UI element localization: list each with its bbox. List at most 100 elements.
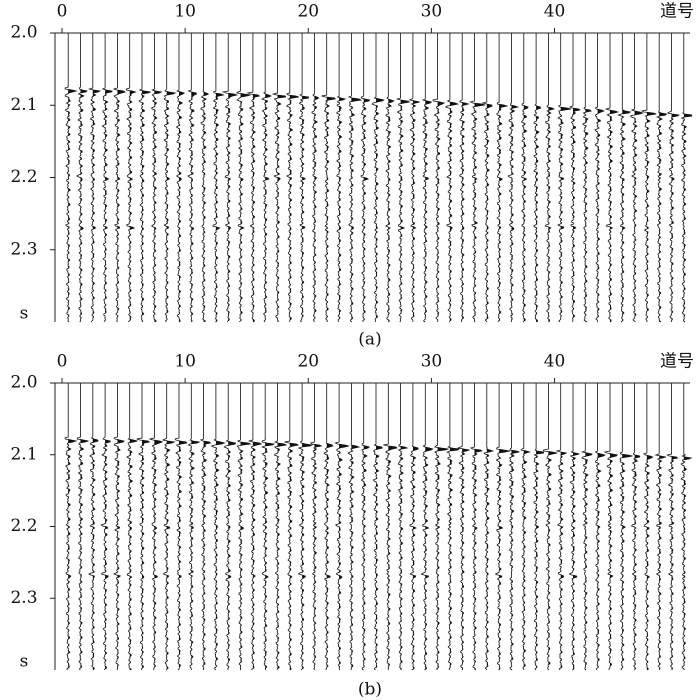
trace-fill [215, 33, 224, 322]
trace [434, 383, 449, 671]
x-tick-label: 30 [421, 2, 443, 22]
trace [520, 33, 529, 323]
trace [174, 383, 188, 671]
trace [246, 33, 261, 323]
trace-fill [683, 33, 692, 322]
trace [421, 33, 433, 323]
trace [557, 33, 572, 323]
trace [149, 383, 164, 671]
trace [680, 33, 693, 323]
trace [126, 383, 138, 671]
trace [64, 33, 78, 323]
trace [629, 33, 644, 323]
trace [420, 383, 434, 671]
trace-fill [400, 383, 407, 670]
trace [456, 383, 470, 671]
trace-fill [289, 383, 299, 670]
trace [113, 383, 125, 671]
x-tick-label: 20 [297, 352, 319, 372]
trace [298, 33, 309, 323]
trace-fill [474, 33, 486, 322]
trace-fill [240, 383, 251, 670]
y-tick-label: 2.2 [10, 516, 37, 536]
trace [640, 33, 657, 323]
trace [187, 383, 201, 671]
x-tick-label: 10 [174, 2, 196, 22]
trace [603, 383, 619, 670]
trace [397, 383, 409, 671]
trace [631, 383, 641, 671]
trace-fill [376, 33, 384, 322]
trace [323, 383, 334, 671]
trace [520, 383, 532, 671]
trace [533, 33, 542, 323]
trace [508, 383, 520, 671]
trace [235, 33, 251, 323]
trace [347, 383, 361, 671]
trace [642, 383, 654, 671]
trace-fill [659, 33, 667, 322]
trace [311, 33, 320, 323]
trace [666, 33, 680, 323]
trace [469, 383, 483, 671]
trace-fill [252, 383, 262, 670]
trace [271, 33, 287, 323]
caption: (a) [358, 330, 381, 350]
trace [469, 33, 486, 323]
trace-fill [548, 383, 558, 670]
trace [335, 33, 347, 323]
x-tick-label: 10 [174, 352, 196, 372]
trace [459, 33, 470, 323]
trace [360, 33, 371, 323]
trace-fill [499, 33, 507, 322]
trace [161, 383, 176, 671]
trace-fill [609, 383, 618, 670]
trace [187, 33, 198, 323]
caption: (b) [358, 680, 382, 700]
trace [212, 33, 225, 323]
trace [655, 33, 667, 323]
trace-fill [683, 383, 692, 670]
y-axis-label: s [20, 652, 29, 672]
trace [408, 33, 420, 323]
trace [383, 383, 398, 671]
trace [347, 33, 363, 323]
trace [273, 383, 288, 671]
trace [297, 383, 314, 671]
trace-fill [326, 383, 333, 670]
trace [125, 33, 137, 323]
trace [680, 383, 693, 671]
trace [617, 33, 632, 323]
trace [136, 383, 151, 671]
trace-fill [240, 33, 251, 322]
trace [223, 383, 236, 671]
trace-fill [92, 33, 100, 322]
trace-fill [80, 33, 87, 322]
trace [236, 383, 252, 671]
trace-fill [326, 33, 336, 322]
trace [261, 383, 276, 671]
trace [568, 383, 580, 671]
trace-fill [523, 383, 530, 670]
trace [334, 383, 350, 671]
trace [444, 33, 460, 323]
trace [542, 383, 558, 671]
trace-fill [449, 383, 459, 670]
trace-fill [302, 383, 312, 670]
trace [532, 383, 545, 671]
x-axis-label: 道号 [660, 352, 694, 372]
trace-fill [277, 383, 287, 670]
trace [372, 383, 384, 671]
y-tick-label: 2.3 [10, 239, 37, 259]
trace [310, 383, 323, 671]
x-tick-label: 40 [544, 352, 566, 372]
trace-fill [573, 33, 580, 322]
trace-fill [142, 383, 150, 670]
trace-fill [486, 383, 493, 670]
y-tick-label: 2.1 [10, 95, 37, 115]
trace [544, 33, 555, 323]
trace-fill [129, 33, 136, 322]
trace [371, 33, 386, 323]
trace-fill [154, 383, 163, 670]
